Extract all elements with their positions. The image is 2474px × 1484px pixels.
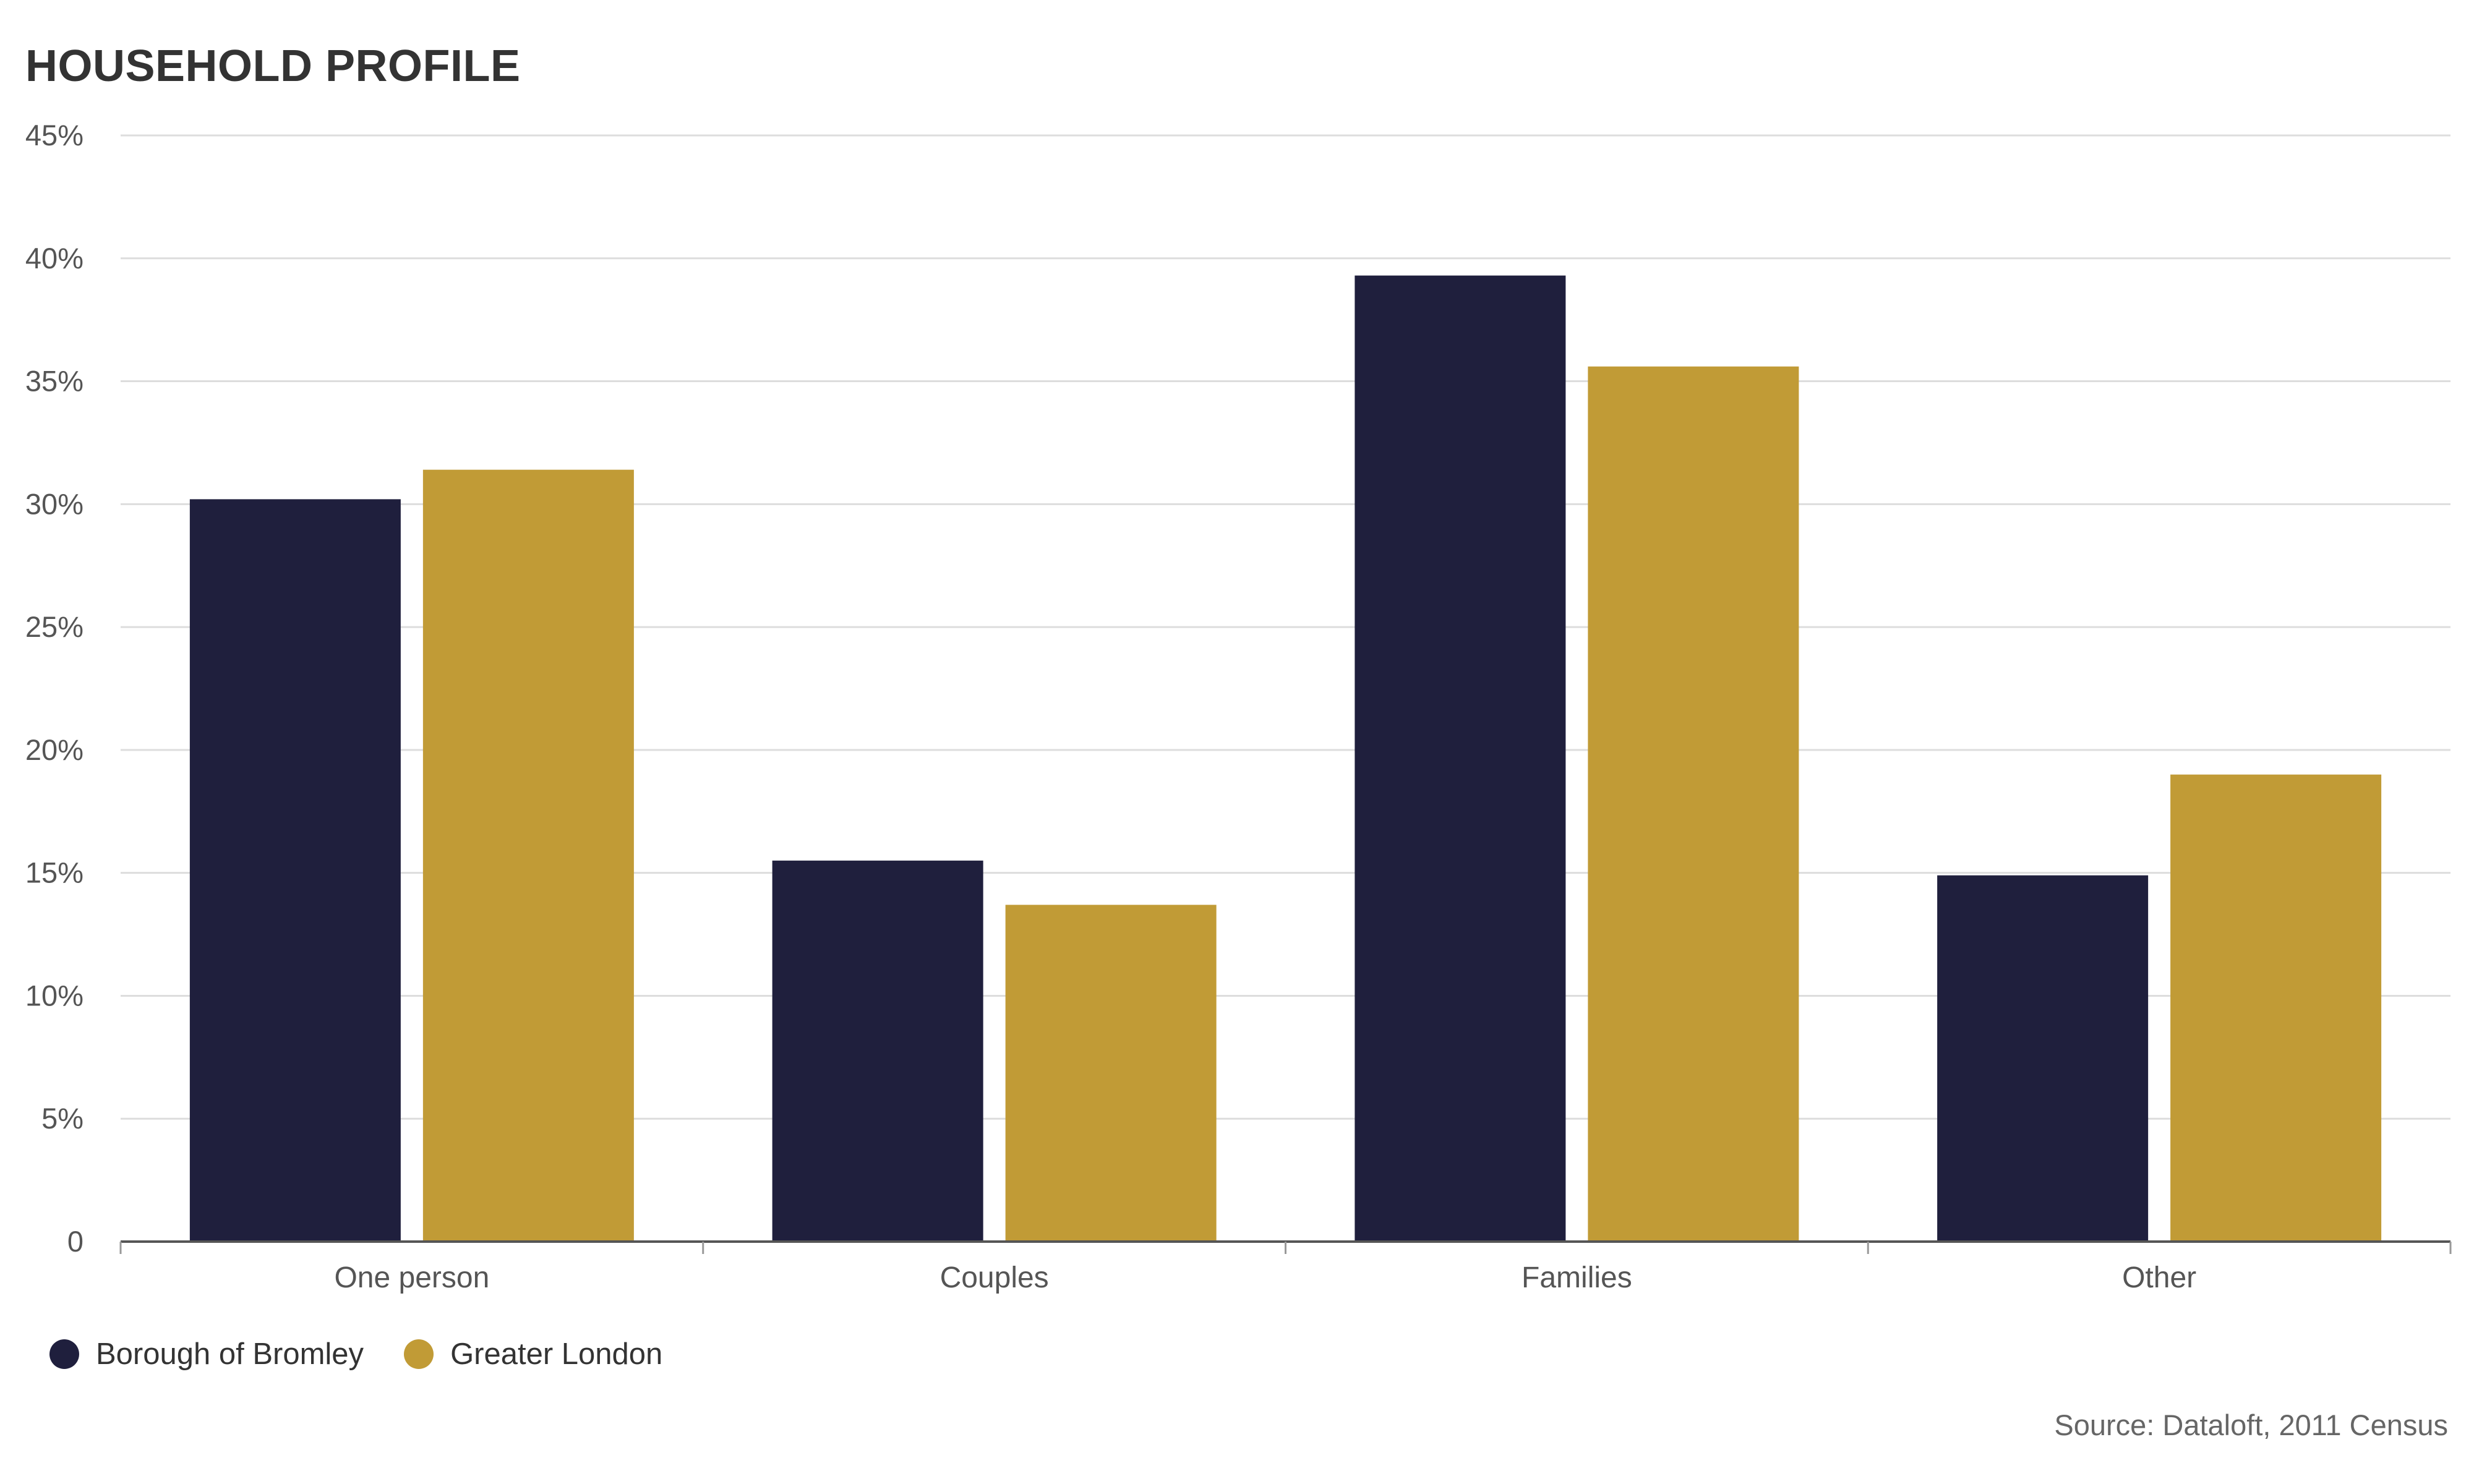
chart-title: HOUSEHOLD PROFILE — [25, 41, 521, 91]
bar-couples-borough-of-bromley[interactable] — [772, 860, 983, 1242]
source-note: Source: Dataloft, 2011 Census — [2054, 1409, 2448, 1441]
y-axis-tick-labels: 0 5% 10% 15% 20% 25% 30% 35% 40% 45% — [25, 119, 83, 1258]
legend-item-bromley[interactable]: Borough of Bromley — [49, 1337, 364, 1371]
y-tick-label: 0 — [67, 1225, 83, 1258]
bars — [189, 275, 2382, 1242]
bar-other-greater-london[interactable] — [2170, 774, 2382, 1242]
y-tick-label: 10% — [25, 979, 83, 1012]
legend-label-bromley: Borough of Bromley — [96, 1337, 364, 1371]
bar-one-person-borough-of-bromley[interactable] — [189, 499, 401, 1242]
y-tick-label: 20% — [25, 733, 83, 766]
y-tick-label: 40% — [25, 242, 83, 275]
x-tick-label: Families — [1522, 1261, 1632, 1294]
bar-families-borough-of-bromley[interactable] — [1355, 275, 1566, 1242]
y-tick-label: 15% — [25, 856, 83, 889]
legend-swatch-greater-london — [404, 1339, 434, 1369]
bar-one-person-greater-london[interactable] — [422, 469, 634, 1242]
y-tick-label: 25% — [25, 610, 83, 643]
x-axis-tick-labels: One person Couples Families Other — [334, 1261, 2196, 1294]
y-tick-label: 45% — [25, 119, 83, 151]
x-tick-label: One person — [334, 1261, 489, 1294]
bar-other-borough-of-bromley[interactable] — [1937, 875, 2149, 1242]
y-tick-label: 35% — [25, 365, 83, 398]
x-tick-label: Couples — [940, 1261, 1049, 1294]
x-axis — [119, 1240, 2452, 1254]
legend-label-greater-london: Greater London — [450, 1337, 663, 1371]
x-tick-label: Other — [2122, 1261, 2196, 1294]
y-tick-label: 30% — [25, 487, 83, 520]
legend: Borough of Bromley Greater London — [49, 1337, 703, 1371]
y-tick-label: 5% — [41, 1102, 83, 1135]
bar-families-greater-london[interactable] — [1588, 366, 1799, 1242]
bar-couples-greater-london[interactable] — [1005, 905, 1217, 1242]
legend-swatch-bromley — [49, 1339, 79, 1369]
legend-item-greater-london[interactable]: Greater London — [404, 1337, 662, 1371]
